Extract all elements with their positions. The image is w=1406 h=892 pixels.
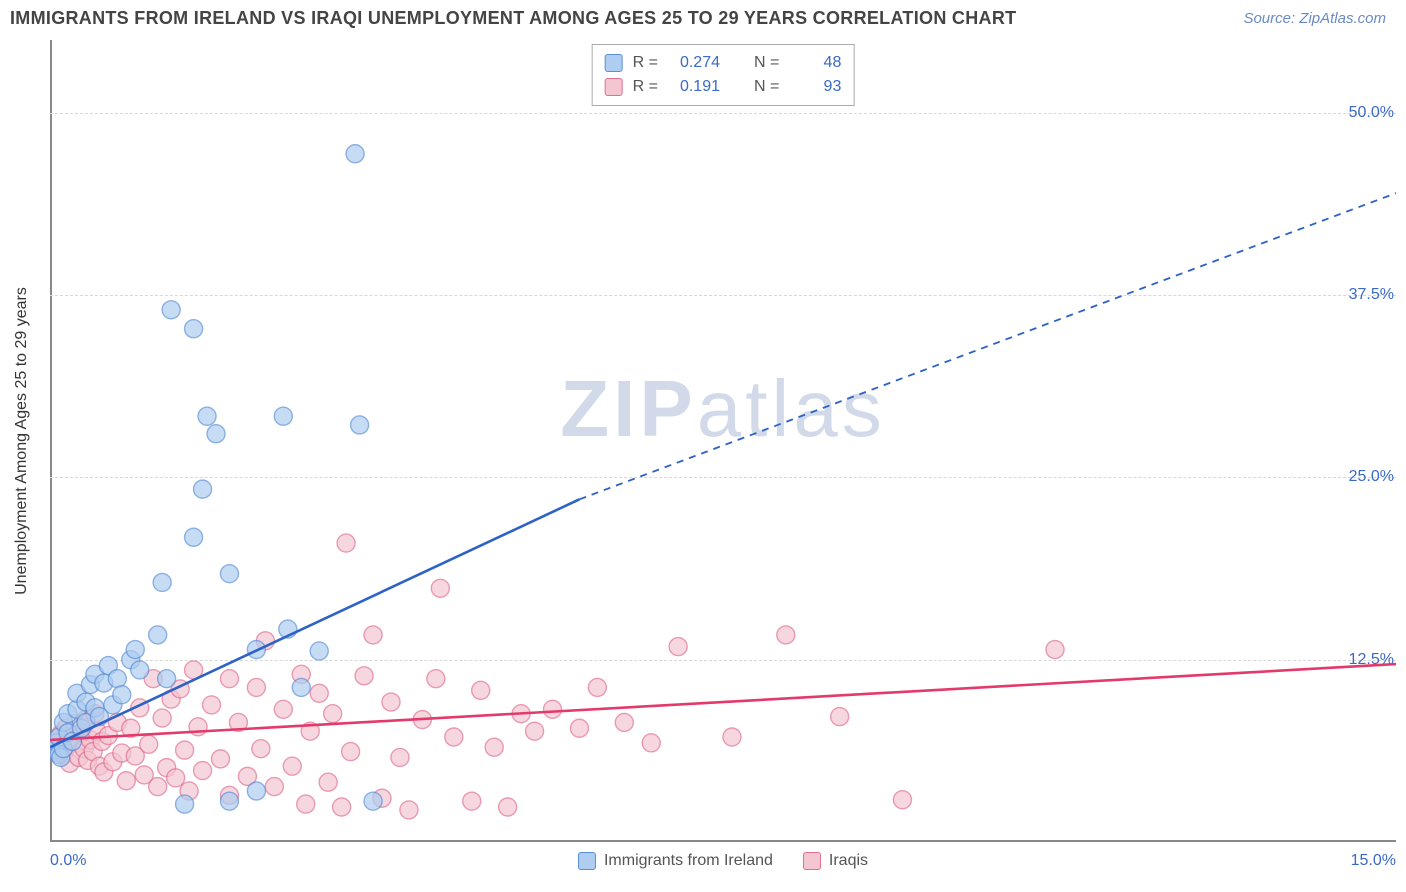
data-point-ireland: [153, 573, 171, 591]
legend-item-iraqis: Iraqis: [803, 852, 868, 870]
legend-stats: R = 0.274 N = 48 R = 0.191 N = 93: [592, 44, 855, 106]
data-point-ireland: [113, 686, 131, 704]
n-value-iraqis: 93: [789, 75, 841, 99]
data-point-iraqis: [283, 757, 301, 775]
data-point-iraqis: [463, 792, 481, 810]
data-point-iraqis: [333, 798, 351, 816]
data-point-iraqis: [211, 750, 229, 768]
data-point-ireland: [158, 670, 176, 688]
r-label: R =: [633, 51, 658, 75]
data-point-iraqis: [570, 719, 588, 737]
data-point-iraqis: [831, 708, 849, 726]
data-point-iraqis: [364, 626, 382, 644]
legend-series: Immigrants from Ireland Iraqis: [578, 852, 868, 870]
legend-row-iraqis: R = 0.191 N = 93: [605, 75, 842, 99]
data-point-ireland: [162, 301, 180, 319]
data-point-ireland: [247, 782, 265, 800]
data-point-iraqis: [252, 740, 270, 758]
series-label-ireland: Immigrants from Ireland: [604, 852, 773, 870]
swatch-ireland: [578, 852, 596, 870]
scatter-plot: [50, 40, 1396, 842]
data-point-ireland: [126, 641, 144, 659]
data-point-iraqis: [669, 638, 687, 656]
data-point-iraqis: [247, 678, 265, 696]
data-point-ireland: [364, 792, 382, 810]
data-point-ireland: [274, 407, 292, 425]
data-point-iraqis: [615, 713, 633, 731]
data-point-iraqis: [274, 700, 292, 718]
data-point-iraqis: [342, 743, 360, 761]
r-value-ireland: 0.274: [668, 51, 720, 75]
data-point-ireland: [346, 145, 364, 163]
data-point-iraqis: [391, 748, 409, 766]
trend-line-iraqis: [50, 664, 1396, 740]
series-label-iraqis: Iraqis: [829, 852, 868, 870]
data-point-iraqis: [485, 738, 503, 756]
data-point-iraqis: [427, 670, 445, 688]
data-point-ireland: [185, 320, 203, 338]
data-point-iraqis: [526, 722, 544, 740]
data-point-iraqis: [544, 700, 562, 718]
data-point-iraqis: [472, 681, 490, 699]
n-value-ireland: 48: [789, 51, 841, 75]
data-point-iraqis: [777, 626, 795, 644]
data-point-iraqis: [319, 773, 337, 791]
data-point-iraqis: [176, 741, 194, 759]
x-tick-min: 0.0%: [50, 852, 86, 870]
data-point-iraqis: [642, 734, 660, 752]
data-point-ireland: [194, 480, 212, 498]
trend-line-ireland: [50, 499, 579, 747]
chart-area: Unemployment Among Ages 25 to 29 years 1…: [50, 40, 1396, 842]
data-point-iraqis: [194, 762, 212, 780]
data-point-iraqis: [324, 705, 342, 723]
data-point-iraqis: [723, 728, 741, 746]
data-point-iraqis: [337, 534, 355, 552]
swatch-ireland: [605, 54, 623, 72]
data-point-ireland: [198, 407, 216, 425]
data-point-iraqis: [355, 667, 373, 685]
data-point-ireland: [351, 416, 369, 434]
chart-title: IMMIGRANTS FROM IRELAND VS IRAQI UNEMPLO…: [10, 8, 1016, 29]
data-point-iraqis: [203, 696, 221, 714]
data-point-iraqis: [220, 670, 238, 688]
data-point-ireland: [220, 792, 238, 810]
x-tick-max: 15.0%: [1351, 852, 1396, 870]
data-point-iraqis: [265, 778, 283, 796]
swatch-iraqis: [803, 852, 821, 870]
data-point-iraqis: [153, 709, 171, 727]
data-point-iraqis: [445, 728, 463, 746]
data-point-ireland: [149, 626, 167, 644]
data-point-iraqis: [431, 579, 449, 597]
legend-row-ireland: R = 0.274 N = 48: [605, 51, 842, 75]
data-point-iraqis: [499, 798, 517, 816]
data-point-ireland: [207, 425, 225, 443]
data-point-iraqis: [140, 735, 158, 753]
swatch-iraqis: [605, 78, 623, 96]
data-point-ireland: [220, 565, 238, 583]
data-point-ireland: [185, 528, 203, 546]
n-label: N =: [754, 75, 779, 99]
data-point-iraqis: [149, 778, 167, 796]
data-point-iraqis: [400, 801, 418, 819]
data-point-ireland: [108, 670, 126, 688]
data-point-ireland: [310, 642, 328, 660]
data-point-iraqis: [893, 791, 911, 809]
r-label: R =: [633, 75, 658, 99]
legend-item-ireland: Immigrants from Ireland: [578, 852, 773, 870]
data-point-ireland: [176, 795, 194, 813]
data-point-iraqis: [310, 684, 328, 702]
r-value-iraqis: 0.191: [668, 75, 720, 99]
trend-line-dashed-ireland: [579, 193, 1396, 499]
data-point-iraqis: [588, 678, 606, 696]
data-point-iraqis: [1046, 641, 1064, 659]
data-point-ireland: [131, 661, 149, 679]
data-point-ireland: [292, 678, 310, 696]
y-axis-label: Unemployment Among Ages 25 to 29 years: [13, 287, 31, 595]
data-point-iraqis: [297, 795, 315, 813]
data-point-iraqis: [117, 772, 135, 790]
n-label: N =: [754, 51, 779, 75]
source-label: Source: ZipAtlas.com: [1243, 10, 1386, 27]
data-point-iraqis: [382, 693, 400, 711]
data-point-iraqis: [167, 769, 185, 787]
